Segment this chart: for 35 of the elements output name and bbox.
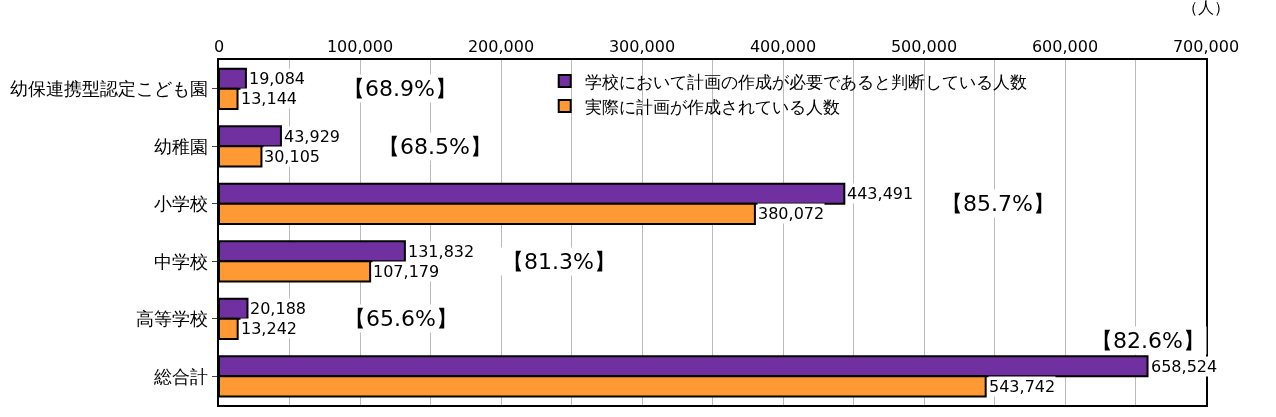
annotation: 【68.9%】 xyxy=(343,76,457,101)
x-axis-title: （人） xyxy=(1182,0,1230,17)
x-tick-label: 200,000 xyxy=(467,36,535,56)
annotation: 【85.7%】 xyxy=(941,191,1055,216)
y-tick-label: 幼保連携型認定こども園 xyxy=(10,78,209,100)
annotation: 【65.6%】 xyxy=(344,306,458,331)
data-label: 543,742 xyxy=(989,377,1056,396)
annotation: 【81.3%】 xyxy=(502,249,616,274)
annotation: 【68.5%】 xyxy=(378,134,492,159)
data-label: 443,491 xyxy=(847,184,914,203)
x-tick-label: 0 xyxy=(213,36,225,56)
legend-label: 学校において計画の作成が必要であると判断している人数 xyxy=(584,71,1027,92)
y-tick-label: 高等学校 xyxy=(136,308,209,330)
x-tick-label: 400,000 xyxy=(749,36,817,56)
legend-label: 実際に計画が作成されている人数 xyxy=(584,96,840,117)
data-label: 13,144 xyxy=(241,89,297,108)
data-label: 43,929 xyxy=(284,127,340,146)
y-tick-label: 総合計 xyxy=(153,365,209,387)
x-tick-label: 300,000 xyxy=(608,36,676,56)
x-tick-label: 700,000 xyxy=(1172,36,1240,56)
data-label: 658,524 xyxy=(1151,357,1218,376)
x-tick-label: 500,000 xyxy=(890,36,958,56)
data-label: 131,832 xyxy=(408,242,475,261)
annotation: 【82.6%】 xyxy=(1091,328,1205,353)
data-label: 380,072 xyxy=(758,204,825,223)
x-tick-label: 100,000 xyxy=(326,36,394,56)
data-label: 107,179 xyxy=(373,262,440,281)
data-label: 13,242 xyxy=(241,319,297,338)
y-tick-label: 小学校 xyxy=(154,193,209,215)
data-label: 30,105 xyxy=(264,147,320,166)
y-tick-label: 幼稚園 xyxy=(154,135,209,157)
data-label: 19,084 xyxy=(249,69,305,88)
data-label: 20,188 xyxy=(250,299,306,318)
x-tick-label: 600,000 xyxy=(1031,36,1099,56)
y-tick-label: 中学校 xyxy=(154,250,209,272)
